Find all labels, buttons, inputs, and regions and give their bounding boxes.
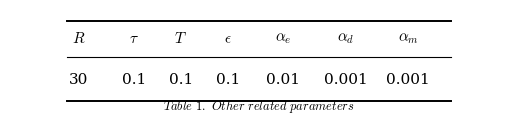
Text: 0.001: 0.001	[323, 73, 367, 87]
Text: $\it{Table\ 1.\ Other\ related\ parameters}$: $\it{Table\ 1.\ Other\ related\ paramete…	[163, 98, 355, 115]
Text: $\epsilon$: $\epsilon$	[224, 31, 231, 46]
Text: 0.01: 0.01	[265, 73, 299, 87]
Text: 0.001: 0.001	[386, 73, 429, 87]
Text: 0.1: 0.1	[216, 73, 239, 87]
Text: 0.1: 0.1	[122, 73, 145, 87]
Text: $\tau$: $\tau$	[129, 31, 138, 46]
Text: $\alpha_e$: $\alpha_e$	[274, 31, 290, 46]
Text: $\alpha_d$: $\alpha_d$	[336, 31, 354, 46]
Text: $T$: $T$	[174, 31, 187, 46]
Text: 0.1: 0.1	[169, 73, 192, 87]
Text: $\alpha_m$: $\alpha_m$	[397, 31, 418, 46]
Text: 30: 30	[69, 73, 88, 87]
Text: $R$: $R$	[72, 31, 85, 46]
